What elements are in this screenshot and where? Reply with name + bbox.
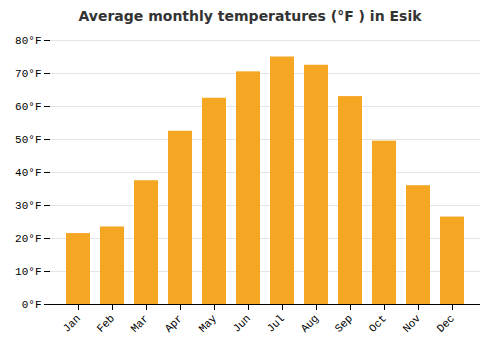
- svg-text:Feb: Feb: [95, 312, 117, 334]
- svg-text:50°F: 50°F: [15, 134, 41, 146]
- svg-text:Apr: Apr: [163, 312, 185, 334]
- svg-text:10°F: 10°F: [15, 266, 41, 278]
- svg-text:Jan: Jan: [61, 312, 83, 334]
- svg-text:40°F: 40°F: [15, 167, 41, 179]
- svg-text:Oct: Oct: [367, 312, 389, 334]
- svg-text:Dec: Dec: [435, 312, 457, 334]
- svg-text:Nov: Nov: [401, 312, 424, 335]
- svg-text:Mar: Mar: [129, 312, 151, 334]
- svg-text:Sep: Sep: [333, 312, 355, 334]
- svg-text:Aug: Aug: [299, 312, 321, 334]
- svg-text:Jun: Jun: [231, 312, 253, 334]
- svg-text:60°F: 60°F: [15, 101, 41, 113]
- svg-text:May: May: [197, 312, 220, 335]
- svg-text:80°F: 80°F: [15, 35, 41, 47]
- svg-text:0°F: 0°F: [22, 299, 42, 311]
- svg-text:30°F: 30°F: [15, 200, 41, 212]
- svg-text:Jul: Jul: [265, 312, 287, 334]
- svg-text:20°F: 20°F: [15, 233, 41, 245]
- html-text:Average monthly temperatures (: Average monthly temperatures (°F ) in Es…: [78, 8, 422, 24]
- svg-text:70°F: 70°F: [15, 68, 41, 80]
